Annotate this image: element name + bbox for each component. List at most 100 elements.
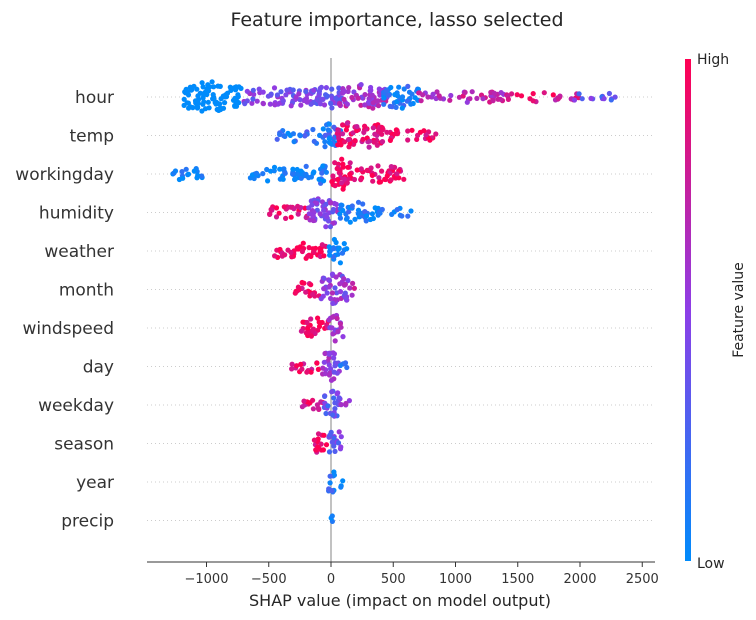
shap-point: [405, 137, 411, 143]
shap-point: [308, 101, 314, 107]
shap-point: [326, 372, 332, 378]
feature-label-month: month: [59, 281, 114, 301]
shap-point: [321, 432, 327, 438]
shap-point: [370, 125, 376, 131]
shap-point: [330, 173, 336, 179]
shap-point: [337, 168, 343, 174]
shap-point: [343, 295, 349, 301]
shap-point: [530, 91, 536, 97]
shap-point: [337, 281, 343, 287]
shap-point: [340, 186, 346, 192]
shap-point: [330, 412, 336, 418]
shap-point: [301, 398, 307, 404]
shap-point: [289, 366, 295, 372]
shap-point: [347, 219, 353, 225]
shap-point: [308, 316, 314, 322]
shap-point: [331, 395, 337, 401]
shap-point: [376, 175, 382, 181]
shap-point: [278, 89, 284, 95]
shap-point: [341, 241, 347, 247]
shap-point: [308, 282, 314, 288]
shap-point: [343, 400, 349, 407]
shap-point: [318, 399, 324, 405]
shap-point: [365, 99, 372, 105]
shap-point: [340, 207, 346, 213]
shap-point: [420, 92, 426, 98]
shap-point: [351, 285, 357, 291]
feature-label-temp: temp: [70, 127, 114, 147]
shap-point: [300, 319, 306, 325]
shap-point: [399, 105, 405, 111]
shap-point: [298, 328, 304, 334]
shap-point: [382, 176, 388, 182]
shap-point: [282, 133, 288, 139]
shap-point: [185, 100, 191, 106]
shap-point: [330, 300, 336, 306]
shap-point: [327, 224, 333, 230]
shap-point: [285, 247, 291, 253]
shap-point: [322, 144, 328, 150]
shap-point: [345, 137, 352, 143]
shap-point: [328, 366, 334, 372]
shap-point: [190, 105, 196, 111]
shap-point: [322, 371, 328, 377]
shap-point: [322, 393, 328, 399]
shap-point: [328, 295, 334, 302]
x-tick-label: 1000: [439, 572, 472, 587]
shap-point: [281, 204, 287, 210]
shap-point: [199, 80, 205, 86]
feature-label-weekday: weekday: [38, 396, 114, 416]
feature-label-weather: weather: [44, 242, 114, 262]
shap-point: [329, 325, 335, 331]
shap-point: [326, 362, 332, 368]
shap-point: [308, 174, 314, 180]
shap-point: [340, 478, 346, 484]
shap-point: [318, 96, 325, 102]
shap-point: [249, 100, 255, 106]
shap-point: [302, 205, 308, 211]
shap-point: [215, 101, 222, 107]
shap-point: [412, 95, 418, 101]
shap-point: [370, 105, 376, 111]
shap-point: [324, 290, 330, 296]
feature-label-year: year: [76, 473, 114, 493]
shap-point: [296, 287, 302, 293]
shap-point: [386, 92, 392, 98]
shap-point: [335, 127, 342, 133]
shap-point: [311, 138, 317, 144]
shap-point: [310, 291, 316, 297]
shap-point: [331, 369, 337, 375]
shap-point: [329, 513, 335, 519]
shap-point: [381, 95, 387, 101]
colorbar: [685, 59, 691, 561]
shap-point: [310, 406, 316, 412]
shap-point: [299, 248, 305, 255]
shap-point: [423, 132, 429, 138]
shap-point: [303, 171, 309, 177]
shap-point: [332, 406, 338, 412]
shap-point: [205, 82, 211, 88]
shap-point: [349, 292, 355, 298]
shap-point: [283, 215, 289, 221]
shap-point: [200, 84, 206, 90]
shap-point: [518, 93, 525, 99]
colorbar-low-label: Low: [697, 556, 725, 572]
shap-point: [354, 124, 360, 130]
shap-point: [388, 177, 394, 183]
shap-point: [323, 85, 329, 91]
shap-point: [295, 171, 301, 177]
shap-point: [447, 97, 453, 103]
shap-point: [194, 102, 200, 108]
shap-point: [368, 165, 374, 171]
feature-labels: hour temp workingday humidity weather month wi…: [15, 88, 114, 532]
shap-point: [376, 179, 382, 185]
shap-point: [480, 96, 486, 102]
shap-point: [332, 160, 338, 166]
shap-point: [338, 484, 344, 490]
shap-point: [290, 131, 296, 137]
shap-point: [388, 164, 394, 170]
shap-point: [242, 101, 248, 107]
shap-point: [211, 96, 217, 102]
shap-point: [280, 176, 286, 182]
shap-point: [299, 404, 305, 410]
